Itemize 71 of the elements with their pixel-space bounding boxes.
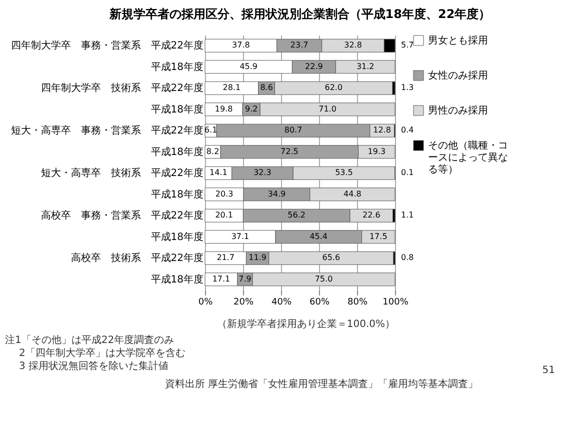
data-label: 53.5 xyxy=(335,168,353,178)
y-tick-label: 高校卒 技術系 平成22年度 xyxy=(70,252,204,264)
data-label: 12.8 xyxy=(373,126,391,135)
y-tick-label: 平成18年度 xyxy=(150,60,204,73)
data-label: 7.9 xyxy=(238,274,252,284)
data-label: 31.2 xyxy=(356,62,374,71)
text: 3 採用状況無回答を除いた集計値 xyxy=(19,360,169,372)
data-label: 20.3 xyxy=(215,189,234,198)
data-label: 11.9 xyxy=(248,253,266,262)
text: （新規学卒者採用あり企業＝100.0%） xyxy=(216,318,395,330)
chart-title: 新規学卒者の採用区分、採用状況別企業割合（平成18年度、22年度） xyxy=(108,7,491,21)
data-label: 17.1 xyxy=(212,274,230,284)
data-label: 44.8 xyxy=(344,189,362,198)
data-label: 19.8 xyxy=(214,104,233,114)
data-label: 62.0 xyxy=(324,83,343,92)
data-label: 8.2 xyxy=(206,146,220,156)
data-label: 75.0 xyxy=(314,274,333,284)
x-tick-label: 20% xyxy=(233,298,254,308)
data-label: 8.6 xyxy=(260,83,273,92)
y-tick-label: 高校卒 事務・営業系 平成22年度 xyxy=(40,210,204,222)
y-tick-label: 四年制大学卒 事務・営業系 平成22年度 xyxy=(10,40,204,52)
data-label: 1.3 xyxy=(401,83,414,92)
legend-label: 女性のみ採用 xyxy=(428,70,488,82)
data-label: 65.6 xyxy=(322,253,340,262)
data-label: 0.4 xyxy=(401,126,414,135)
x-tick-label: 80% xyxy=(347,298,368,308)
y-tick-label: 平成18年度 xyxy=(150,188,204,200)
data-label: 80.7 xyxy=(284,126,302,135)
x-tick-label: 0% xyxy=(198,298,214,308)
y-tick-label: 四年制大学卒 技術系 平成22年度 xyxy=(40,82,204,94)
data-label: 32.8 xyxy=(344,40,362,50)
data-label: 56.2 xyxy=(288,210,306,220)
data-label: 9.2 xyxy=(244,104,258,114)
x-tick-label: 40% xyxy=(271,298,292,308)
data-label: 19.3 xyxy=(368,146,386,156)
data-label: 17.5 xyxy=(369,232,388,241)
legend-label: 男女とも採用 xyxy=(428,34,488,46)
y-tick-label: 短大・高専卒 事務・営業系 平成22年度 xyxy=(10,124,204,137)
data-label: 23.7 xyxy=(290,40,308,50)
x-tick-label: 60% xyxy=(309,298,330,308)
data-label: 6.1 xyxy=(204,126,218,135)
data-label: 0.8 xyxy=(401,253,414,262)
data-label: 28.1 xyxy=(222,83,241,92)
y-tick-label: 平成18年度 xyxy=(150,273,204,286)
data-label: 14.1 xyxy=(209,168,228,178)
data-label: 22.9 xyxy=(305,62,323,71)
data-label: 0.1 xyxy=(401,168,414,178)
data-label: 37.8 xyxy=(232,40,250,50)
y-tick-label: 短大・高専卒 技術系 平成22年度 xyxy=(40,167,204,180)
y-tick-label: 平成18年度 xyxy=(150,103,204,116)
data-label: 37.1 xyxy=(231,232,250,241)
y-tick-label: 平成18年度 xyxy=(150,146,204,158)
data-label: 34.9 xyxy=(268,189,286,198)
legend-label: 男性のみ採用 xyxy=(428,104,488,116)
x-tick-label: 100% xyxy=(382,298,409,308)
data-label: 20.1 xyxy=(215,210,233,220)
data-label: 21.7 xyxy=(216,253,235,262)
data-label: 71.0 xyxy=(318,104,336,114)
text: 資料出所 厚生労働省「女性雇用管理基本調査」「雇用均等基本調査」 xyxy=(165,378,478,390)
data-label: 72.5 xyxy=(280,146,298,156)
data-label: 1.1 xyxy=(401,210,414,220)
data-label: 45.4 xyxy=(310,232,328,241)
data-label: 22.6 xyxy=(362,210,380,220)
data-label: 5.7 xyxy=(401,40,414,50)
legend-label: その他（職種・コースによって異なる等） xyxy=(428,140,508,176)
text: 2「四年制大学卒」は大学院卒を含む xyxy=(19,347,186,359)
data-label: 32.3 xyxy=(254,168,272,178)
y-tick-label: 平成18年度 xyxy=(150,230,204,243)
text: 注1「その他」は平成22年度調査のみ xyxy=(5,334,174,346)
data-label: 45.9 xyxy=(240,62,258,71)
text: 51 xyxy=(542,365,555,376)
